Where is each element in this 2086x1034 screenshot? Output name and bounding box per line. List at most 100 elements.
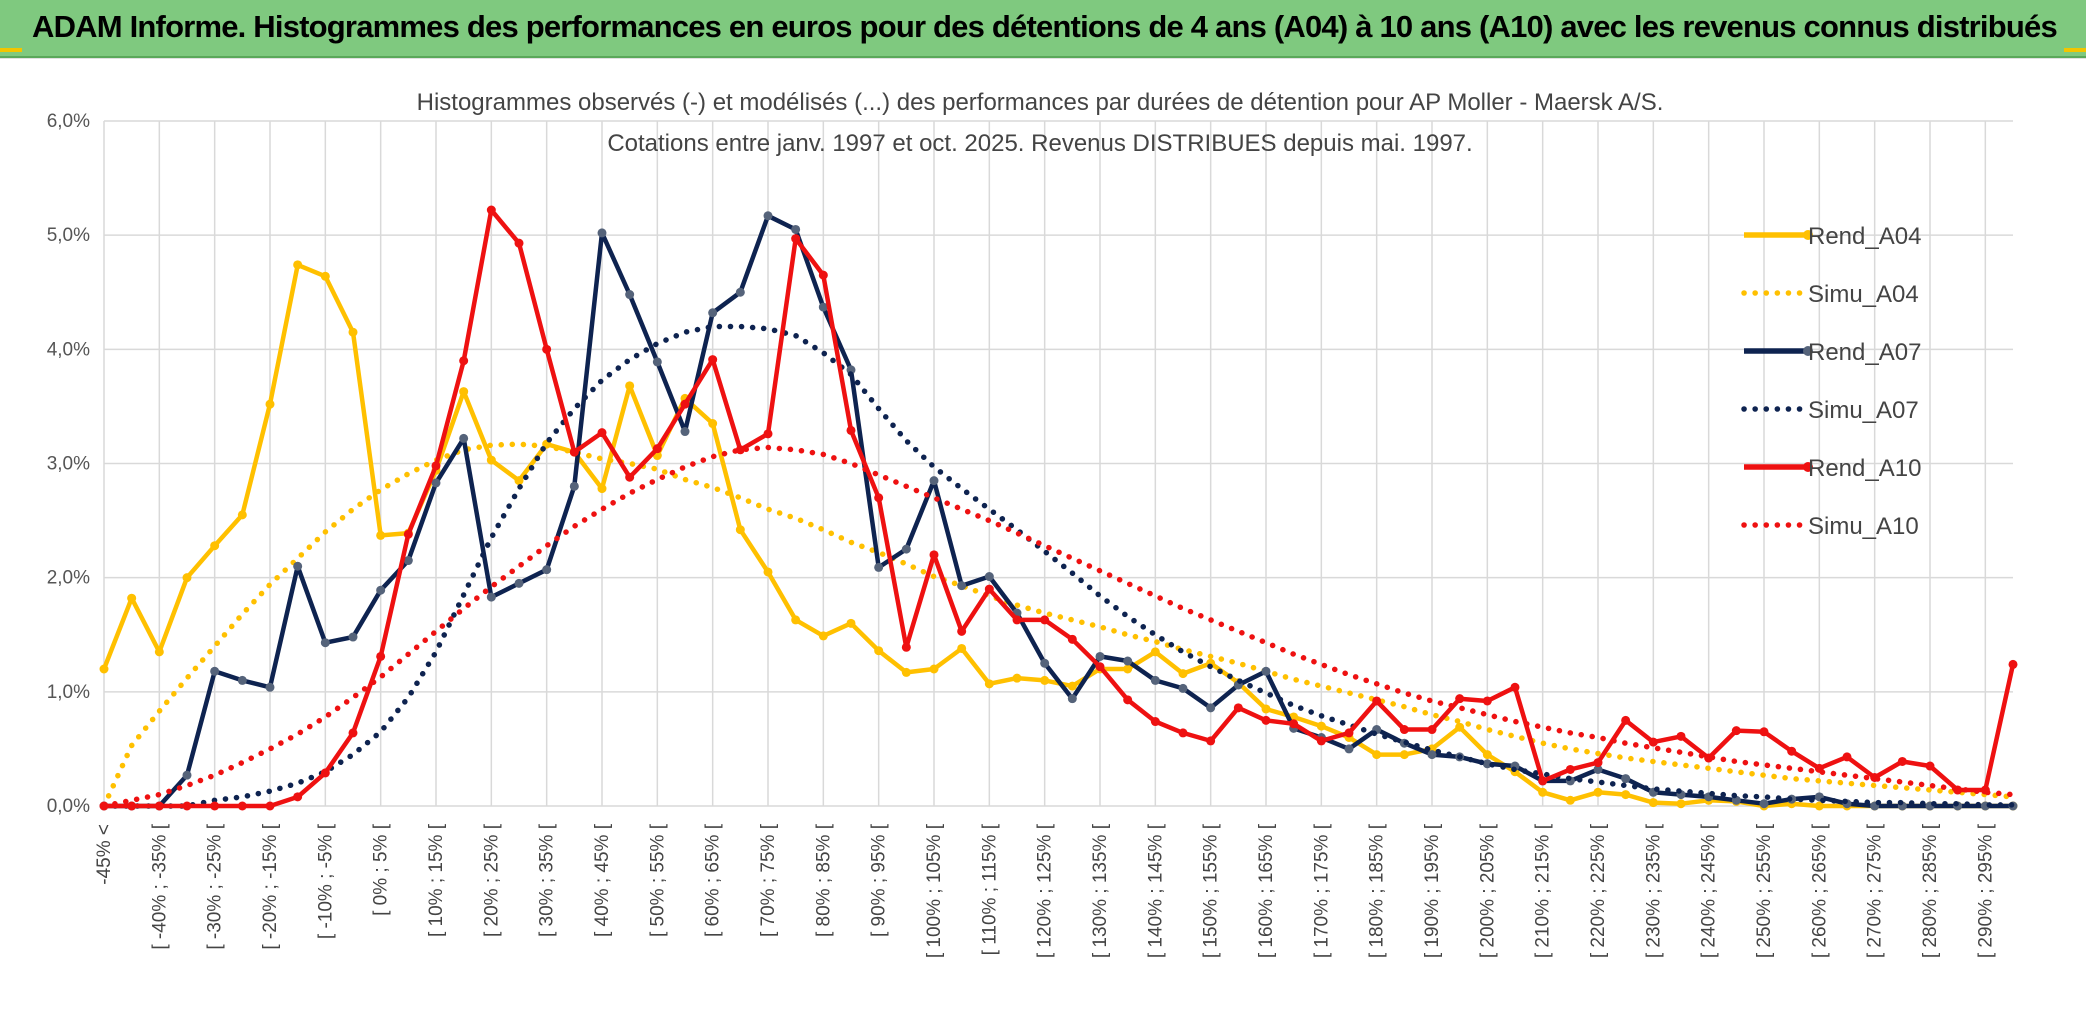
data-point [320, 638, 330, 648]
data-point [265, 399, 275, 409]
data-point [99, 664, 109, 674]
data-point [431, 478, 441, 488]
data-point [403, 529, 413, 539]
data-point [791, 234, 801, 244]
data-point [791, 224, 801, 234]
data-point [652, 357, 662, 367]
data-point [154, 647, 164, 657]
data-point [874, 646, 884, 656]
y-tick-label: 0,0% [47, 796, 90, 817]
x-tick-label: [ 110% ; 115% [ [979, 823, 1000, 955]
data-point [514, 476, 524, 486]
data-point [1455, 722, 1465, 732]
data-point [625, 381, 635, 391]
data-point [265, 682, 275, 692]
data-point [1759, 727, 1769, 737]
data-point [486, 592, 496, 602]
data-point [984, 679, 994, 689]
data-point [1399, 750, 1409, 760]
y-tick-label: 5,0% [47, 225, 90, 246]
x-tick-label: [ 120% ; 125% [ [1035, 823, 1056, 958]
x-tick-label: [ 30% ; 35% [ [537, 823, 558, 937]
data-point [1012, 673, 1022, 683]
data-point [376, 530, 386, 540]
data-point [1123, 656, 1133, 666]
data-point [1759, 799, 1769, 809]
data-point [957, 581, 967, 591]
data-point [680, 427, 690, 437]
x-tick-label: [ -40% ; -35% [ [149, 823, 170, 949]
legend-marker [1803, 462, 1813, 472]
data-point [1621, 774, 1631, 784]
data-point [210, 666, 220, 676]
chart-grid [103, 120, 2013, 807]
data-point [652, 444, 662, 454]
data-point [901, 642, 911, 652]
data-point [1621, 790, 1631, 800]
data-point [1261, 704, 1271, 714]
data-point [154, 801, 164, 811]
data-point [1482, 696, 1492, 706]
data-point [2008, 659, 2018, 669]
data-point [1206, 736, 1216, 746]
x-tick-label: [ 190% ; 195% [ [1422, 823, 1443, 958]
data-point [1178, 683, 1188, 693]
data-point [846, 618, 856, 628]
data-point [680, 399, 690, 409]
data-point [957, 643, 967, 653]
series-rend_a10 [99, 205, 2018, 811]
legend-item-rend_a10: Rend_A10 [1744, 455, 1921, 482]
x-tick-label: [ 70% ; 75% [ [758, 823, 779, 937]
data-point [1040, 615, 1050, 625]
x-tick-label: [ 90% ; 95% [ [869, 823, 890, 937]
data-point [1012, 615, 1022, 625]
data-point [348, 327, 358, 337]
x-tick-label: [ 100% ; 105% [ [924, 823, 945, 958]
data-point [293, 561, 303, 571]
data-point [1455, 694, 1465, 704]
chart-title-line1: Histogrammes observés (-) et modélisés (… [417, 89, 1664, 116]
data-point [1178, 669, 1188, 679]
header-banner: ADAM Informe. Histogrammes des performan… [0, 0, 2086, 58]
data-point [403, 556, 413, 566]
x-tick-label: [ 10% ; 15% [ [426, 823, 447, 937]
y-tick-label: 3,0% [47, 454, 90, 475]
data-point [1123, 695, 1133, 705]
x-tick-label: [ 50% ; 55% [ [647, 823, 668, 937]
data-point [459, 433, 469, 443]
x-tick-label: [ -30% ; -25% [ [205, 823, 226, 949]
x-tick-label: [ 260% ; 265% [ [1809, 823, 1830, 958]
data-point [293, 792, 303, 802]
data-point [763, 211, 773, 221]
data-point [929, 664, 939, 674]
data-point [597, 228, 607, 238]
data-point [1565, 764, 1575, 774]
data-point [210, 801, 220, 811]
legend-label: Simu_A04 [1808, 281, 1919, 308]
legend-item-simu_a04: Simu_A04 [1741, 281, 1919, 308]
data-point [569, 481, 579, 491]
data-point [1593, 758, 1603, 768]
data-point [735, 445, 745, 455]
data-point [1040, 675, 1050, 685]
legend-item-simu_a10: Simu_A10 [1741, 513, 1919, 540]
series-line [101, 262, 2013, 809]
data-point [1095, 662, 1105, 672]
x-tick-label: [ 290% ; 295% [ [1975, 823, 1996, 958]
data-point [542, 344, 552, 354]
chart-legend: Rend_A04 Simu_A04 Rend_A07 Simu_A07 Rend_A10… [1741, 223, 1921, 540]
data-point [1150, 647, 1160, 657]
data-point [708, 308, 718, 318]
legend-label: Simu_A10 [1808, 513, 1919, 540]
data-point [984, 584, 994, 594]
data-point [1095, 651, 1105, 661]
data-point [1593, 787, 1603, 797]
data-point [735, 287, 745, 297]
x-tick-label: [ 160% ; 165% [ [1256, 823, 1277, 958]
x-tick-label: [ 170% ; 175% [ [1311, 823, 1332, 958]
x-tick-label: [ 230% ; 235% [ [1643, 823, 1664, 958]
data-point [1482, 759, 1492, 769]
x-tick-label: [ 150% ; 155% [ [1201, 823, 1222, 958]
series-line [101, 441, 2016, 809]
x-tick-label: [ 40% ; 45% [ [592, 823, 613, 937]
